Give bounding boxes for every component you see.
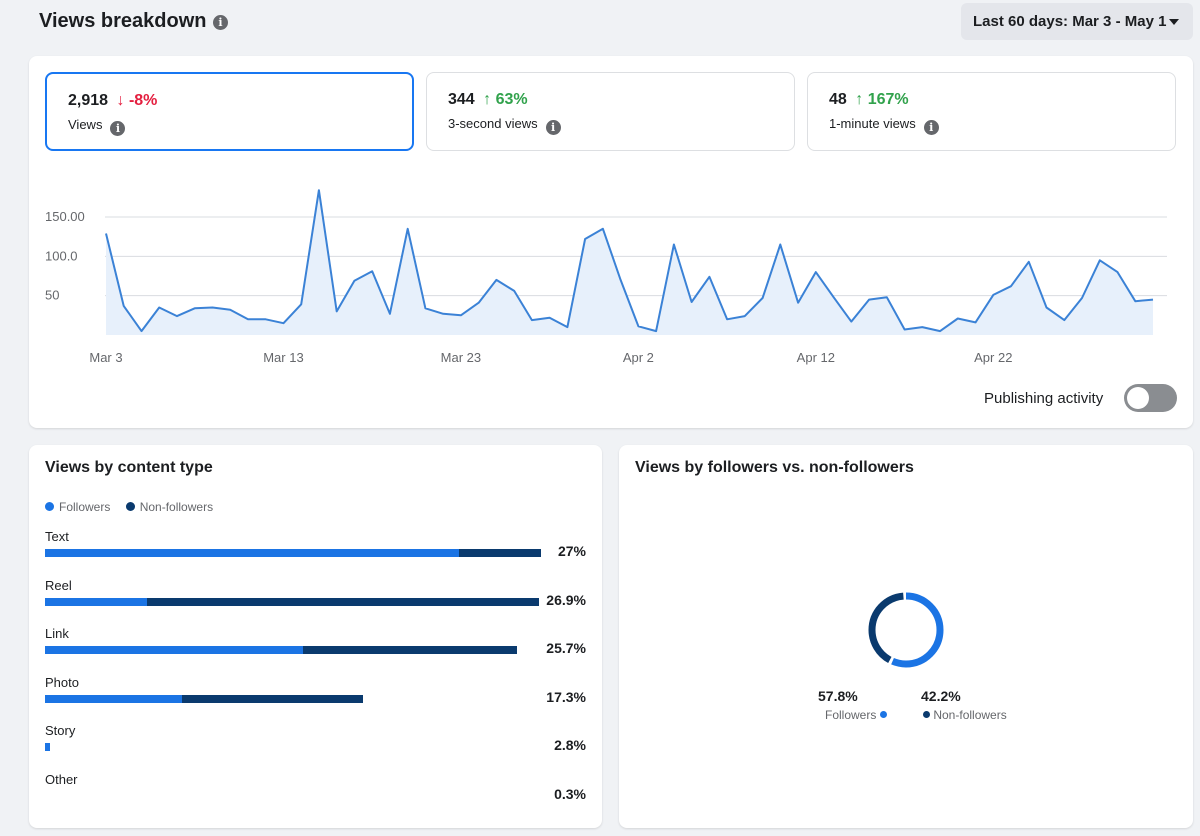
publishing-activity-toggle[interactable] [1124, 384, 1177, 412]
bar-followers [45, 646, 304, 655]
bar-followers [45, 694, 183, 703]
bar-non-followers [146, 597, 540, 606]
bar-track [45, 694, 363, 703]
bar-category-label: Text [45, 529, 69, 544]
metric-value: 344 [448, 91, 475, 108]
bar-row: Story 2.8% [45, 723, 590, 771]
bar-track [45, 597, 540, 606]
legend-dot [125, 502, 135, 511]
info-icon[interactable]: i [213, 15, 228, 30]
caret-down-icon [1169, 19, 1179, 25]
bar-followers [45, 743, 51, 752]
followers-percent: 57.8% [818, 688, 858, 704]
metric-value: 48 [829, 91, 847, 108]
followers-label: Followers [825, 708, 877, 722]
followers-donut-chart [868, 592, 944, 668]
legend-label-non-followers: Non-followers [139, 500, 214, 514]
bar-category-label: Reel [45, 577, 72, 593]
bar-total-label: 27% [557, 543, 586, 559]
x-tick-label: Apr 22 [974, 350, 1012, 365]
legend-label-followers: Followers [59, 500, 111, 514]
metric-label: 3-second views [448, 116, 538, 131]
bar-total-label: 25.7% [546, 640, 586, 657]
header: Views breakdown i Last 60 days: Mar 3 - … [0, 0, 1200, 44]
metric-label: Views [68, 117, 103, 132]
legend: Followers Non-followers [45, 500, 213, 514]
x-tick-label: Mar 13 [263, 350, 303, 365]
date-range-label: Last 60 days: Mar 3 - May 1 [973, 13, 1167, 30]
bar-track [45, 792, 51, 800]
bar-category-label: Other [45, 772, 78, 787]
followers-legend: Followers [825, 708, 887, 722]
series-line [105, 189, 1154, 333]
info-icon[interactable]: i [923, 120, 939, 135]
date-range-button[interactable]: Last 60 days: Mar 3 - May 1 [961, 3, 1193, 40]
bar-track [45, 743, 96, 752]
info-icon[interactable]: i [110, 121, 126, 136]
bar-total-label: 0.3% [554, 786, 586, 802]
views-line-chart: 150.00 100.0 50 Mar 3 Mar 13 Mar 23 Apr 2 Apr 1… [45, 189, 1167, 365]
bar-non-followers [182, 694, 363, 703]
bar-row: Other 0.3% [45, 772, 590, 820]
bar-track [45, 646, 518, 655]
bar-row: Reel 26.9% [45, 578, 590, 626]
bar-total-label: 26.9% [546, 591, 586, 608]
metric-card-3-second-views[interactable]: 344 ↑ 63% 3-second views i [426, 72, 795, 151]
info-icon[interactable]: i [545, 120, 561, 135]
non-followers-legend: Non-followers [923, 708, 1007, 722]
content-type-card: Views by content type Followers Non-foll… [29, 445, 602, 828]
metric-change: ↑ 63% [483, 91, 528, 108]
bar-category-label: Photo [45, 674, 79, 690]
metric-card-views[interactable]: 2,918 ↓ -8% Views i [45, 72, 414, 151]
metric-change: ↑ 167% [855, 91, 909, 108]
bar-followers [45, 549, 460, 557]
legend-dot [879, 711, 887, 718]
page-title: Views breakdown [39, 10, 207, 32]
series-area [106, 190, 1153, 335]
bar-non-followers [303, 646, 518, 655]
card-title: Views by followers vs. non-followers [635, 459, 914, 476]
bar-total-label: 17.3% [546, 688, 586, 705]
donut-slice-non-followers [868, 592, 944, 668]
bar-row: Photo 17.3% [45, 675, 590, 723]
toggle-knob [1127, 387, 1149, 409]
x-tick-label: Apr 2 [623, 350, 654, 365]
non-followers-label: Non-followers [933, 708, 1007, 722]
metric-value: 2,918 [68, 92, 109, 109]
followers-card: Views by followers vs. non-followers 57.… [619, 445, 1193, 828]
y-tick-label: 100.0 [45, 248, 78, 263]
bar-row: Link 25.7% [45, 626, 590, 674]
metric-label: 1-minute views [829, 116, 916, 131]
bar-followers [45, 597, 147, 606]
x-tick-label: Mar 3 [89, 350, 122, 365]
metric-card-1-minute-views[interactable]: 48 ↑ 167% 1-minute views i [807, 72, 1176, 151]
bar-total-label: 2.8% [554, 737, 586, 754]
bar-track [45, 549, 541, 557]
views-overview-card: 2,918 ↓ -8% Views i 344 ↑ 63% 3-second vi… [29, 56, 1193, 428]
bar-row: Text 27% [45, 529, 590, 577]
y-tick-label: 150.00 [45, 209, 85, 224]
non-followers-percent: 42.2% [921, 688, 961, 704]
publishing-activity-label: Publishing activity [984, 390, 1104, 407]
x-tick-label: Apr 12 [797, 350, 835, 365]
donut-slice-followers [868, 592, 944, 668]
bar-non-followers [459, 549, 541, 557]
legend-dot [45, 502, 54, 511]
legend-dot [923, 711, 930, 718]
card-title: Views by content type [45, 459, 213, 476]
metric-change: ↓ -8% [116, 92, 158, 109]
bar-category-label: Story [45, 723, 76, 739]
bar-category-label: Link [45, 626, 69, 642]
y-tick-label: 50 [45, 288, 59, 303]
x-tick-label: Mar 23 [441, 350, 481, 365]
